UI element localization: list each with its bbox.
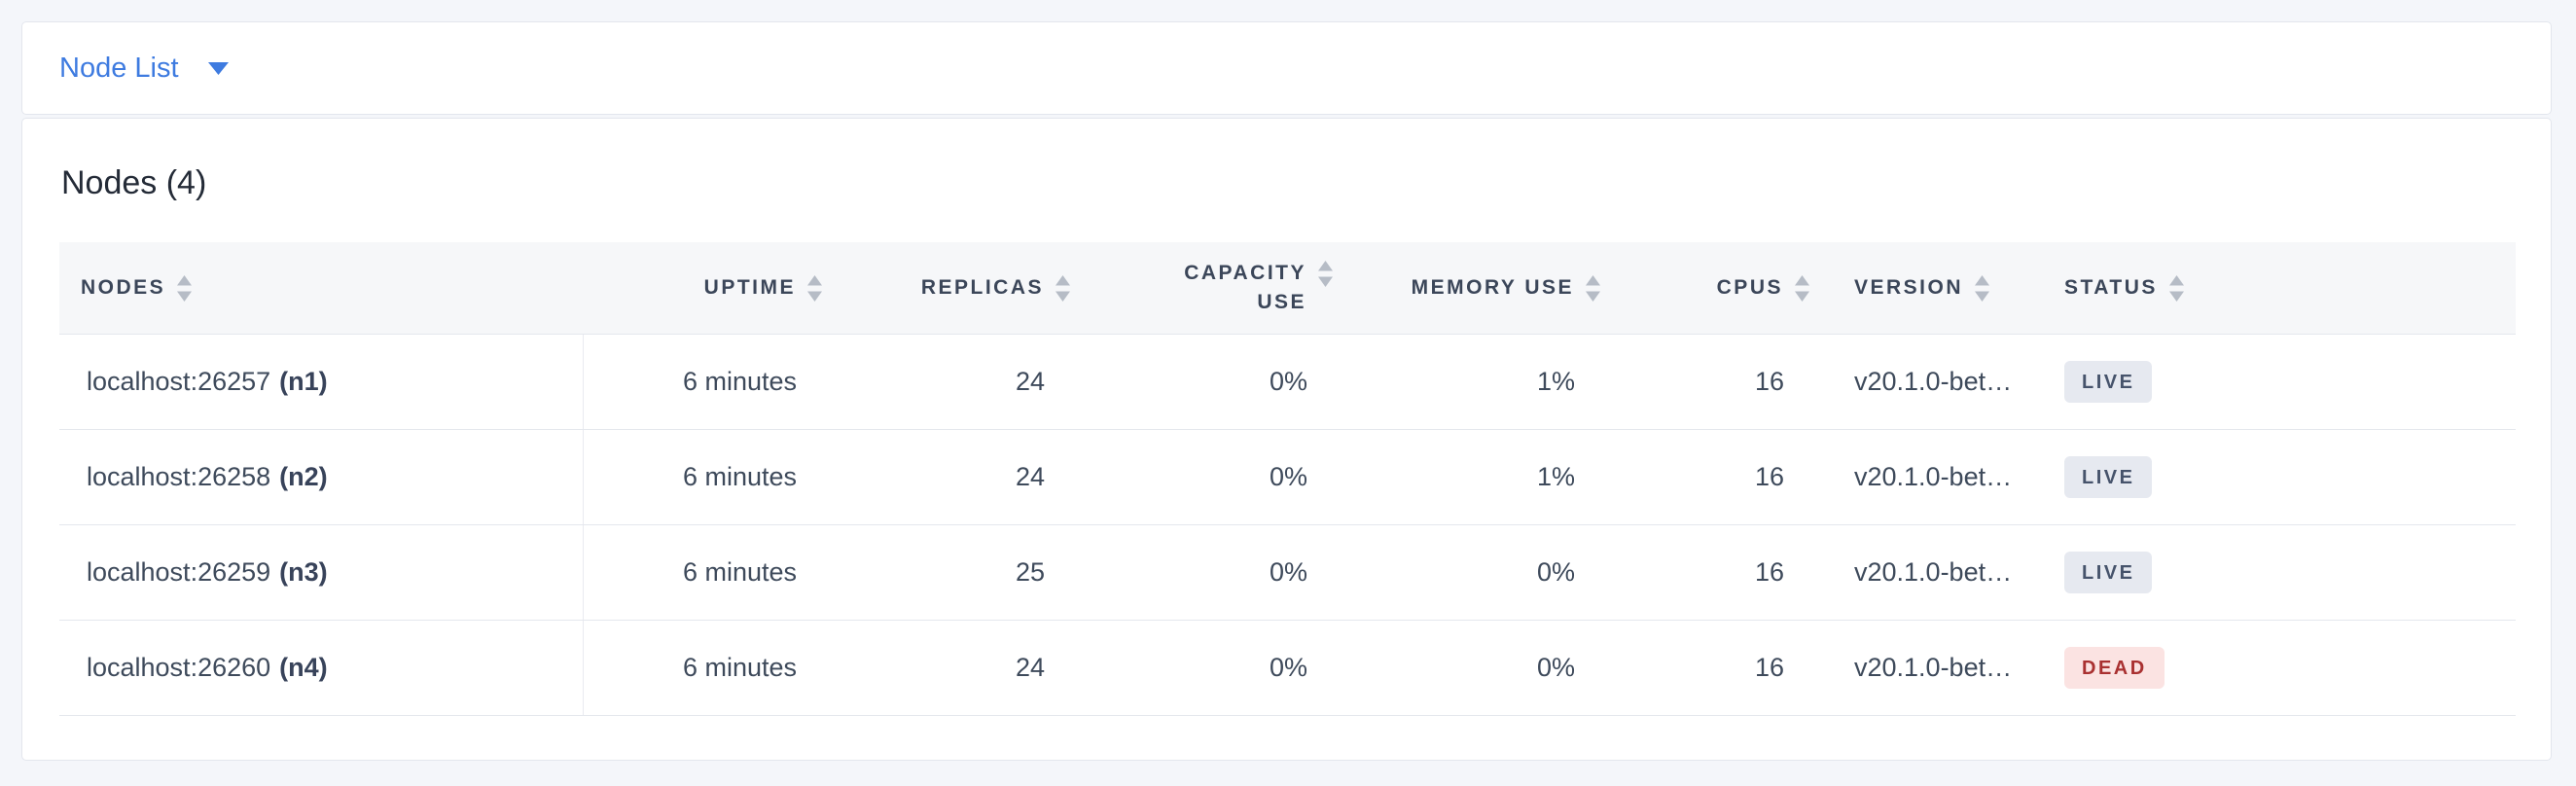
- node-address[interactable]: localhost:26258: [87, 461, 271, 491]
- column-header-replicas[interactable]: REPLICAS: [838, 242, 1086, 335]
- status-badge: LIVE: [2064, 360, 2153, 403]
- column-header-nodes[interactable]: NODES: [59, 242, 583, 335]
- uptime-cell: 6 minutes: [583, 524, 838, 621]
- nodes-panel: Nodes (4) NODES UPTIME REPLICAS CAPACITY…: [21, 118, 2552, 761]
- column-header-cpus[interactable]: CPUS: [1616, 242, 1825, 335]
- node-id: (n4): [279, 652, 328, 682]
- cpus-cell: 16: [1616, 334, 1825, 430]
- replicas-cell: 24: [838, 334, 1086, 430]
- column-label: REPLICAS: [920, 275, 1044, 299]
- view-selector-label: Node List: [59, 52, 179, 84]
- memory-use-cell: 1%: [1348, 334, 1616, 430]
- table-row: localhost:26258 (n2) 6 minutes 24 0% 1% 1…: [59, 429, 2516, 525]
- uptime-cell: 6 minutes: [583, 620, 838, 716]
- capacity-use-cell: 0%: [1086, 620, 1348, 716]
- version-cell: v20.1.0-bet…: [1825, 334, 2049, 430]
- version-cell: v20.1.0-bet…: [1825, 429, 2049, 525]
- sort-icon[interactable]: [1318, 260, 1333, 287]
- replicas-cell: 24: [838, 620, 1086, 716]
- cpus-cell: 16: [1616, 524, 1825, 621]
- cpus-cell: 16: [1616, 429, 1825, 525]
- version-cell: v20.1.0-bet…: [1825, 524, 2049, 621]
- table-row: localhost:26257 (n1) 6 minutes 24 0% 1% 1…: [59, 334, 2516, 430]
- sort-icon[interactable]: [1586, 274, 1600, 302]
- sort-icon[interactable]: [1795, 274, 1809, 302]
- column-label: MEMORY USE: [1411, 275, 1574, 299]
- column-header-memory-use[interactable]: MEMORY USE: [1348, 242, 1616, 335]
- sort-icon[interactable]: [2168, 274, 2184, 302]
- table-row: localhost:26259 (n3) 6 minutes 25 0% 0% 1…: [59, 524, 2516, 621]
- column-label: NODES: [81, 275, 166, 299]
- sort-icon[interactable]: [1975, 274, 1990, 302]
- sort-icon[interactable]: [1055, 274, 1070, 302]
- view-selector-bar: Node List: [21, 21, 2552, 115]
- capacity-use-cell: 0%: [1086, 524, 1348, 621]
- version-cell: v20.1.0-bet…: [1825, 620, 2049, 716]
- panel-title: Nodes (4): [61, 164, 207, 201]
- node-address-cell[interactable]: localhost:26259 (n3): [59, 524, 584, 621]
- table-row: localhost:26260 (n4) 6 minutes 24 0% 0% 1…: [59, 620, 2516, 716]
- column-label: VERSION: [1854, 275, 1964, 299]
- node-address-cell[interactable]: localhost:26257 (n1): [59, 334, 584, 430]
- node-address[interactable]: localhost:26260: [87, 652, 271, 682]
- column-label: CAPACITY USE: [1184, 261, 1306, 313]
- status-badge: LIVE: [2064, 455, 2153, 498]
- node-id: (n3): [279, 556, 328, 587]
- caret-down-icon: [207, 61, 229, 75]
- column-header-status[interactable]: STATUS: [2049, 242, 2516, 335]
- node-address[interactable]: localhost:26259: [87, 556, 271, 587]
- column-header-uptime[interactable]: UPTIME: [583, 242, 838, 335]
- status-badge: DEAD: [2064, 646, 2165, 689]
- capacity-use-cell: 0%: [1086, 429, 1348, 525]
- column-header-capacity-use[interactable]: CAPACITY USE: [1086, 242, 1348, 335]
- status-cell: LIVE: [2049, 429, 2516, 525]
- uptime-cell: 6 minutes: [583, 334, 838, 430]
- memory-use-cell: 1%: [1348, 429, 1616, 525]
- table-header-row: NODES UPTIME REPLICAS CAPACITY USE MEMOR…: [59, 242, 2516, 335]
- status-cell: LIVE: [2049, 524, 2516, 621]
- memory-use-cell: 0%: [1348, 620, 1616, 716]
- capacity-use-cell: 0%: [1086, 334, 1348, 430]
- column-label: UPTIME: [703, 275, 796, 299]
- view-selector-dropdown[interactable]: Node List: [59, 54, 229, 83]
- status-badge: LIVE: [2064, 551, 2153, 593]
- uptime-cell: 6 minutes: [583, 429, 838, 525]
- cpus-cell: 16: [1616, 620, 1825, 716]
- status-cell: DEAD: [2049, 620, 2516, 716]
- node-address-cell[interactable]: localhost:26260 (n4): [59, 620, 584, 716]
- node-address-cell[interactable]: localhost:26258 (n2): [59, 429, 584, 525]
- node-id: (n2): [279, 461, 328, 491]
- column-label: STATUS: [2064, 275, 2158, 299]
- node-address[interactable]: localhost:26257: [87, 366, 271, 396]
- replicas-cell: 25: [838, 524, 1086, 621]
- sort-icon[interactable]: [807, 274, 822, 302]
- sort-icon[interactable]: [177, 274, 193, 302]
- memory-use-cell: 0%: [1348, 524, 1616, 621]
- node-id: (n1): [279, 366, 328, 396]
- column-header-version[interactable]: VERSION: [1825, 242, 2049, 335]
- column-label: CPUS: [1716, 275, 1783, 299]
- status-cell: LIVE: [2049, 334, 2516, 430]
- nodes-table: NODES UPTIME REPLICAS CAPACITY USE MEMOR…: [59, 242, 2516, 716]
- replicas-cell: 24: [838, 429, 1086, 525]
